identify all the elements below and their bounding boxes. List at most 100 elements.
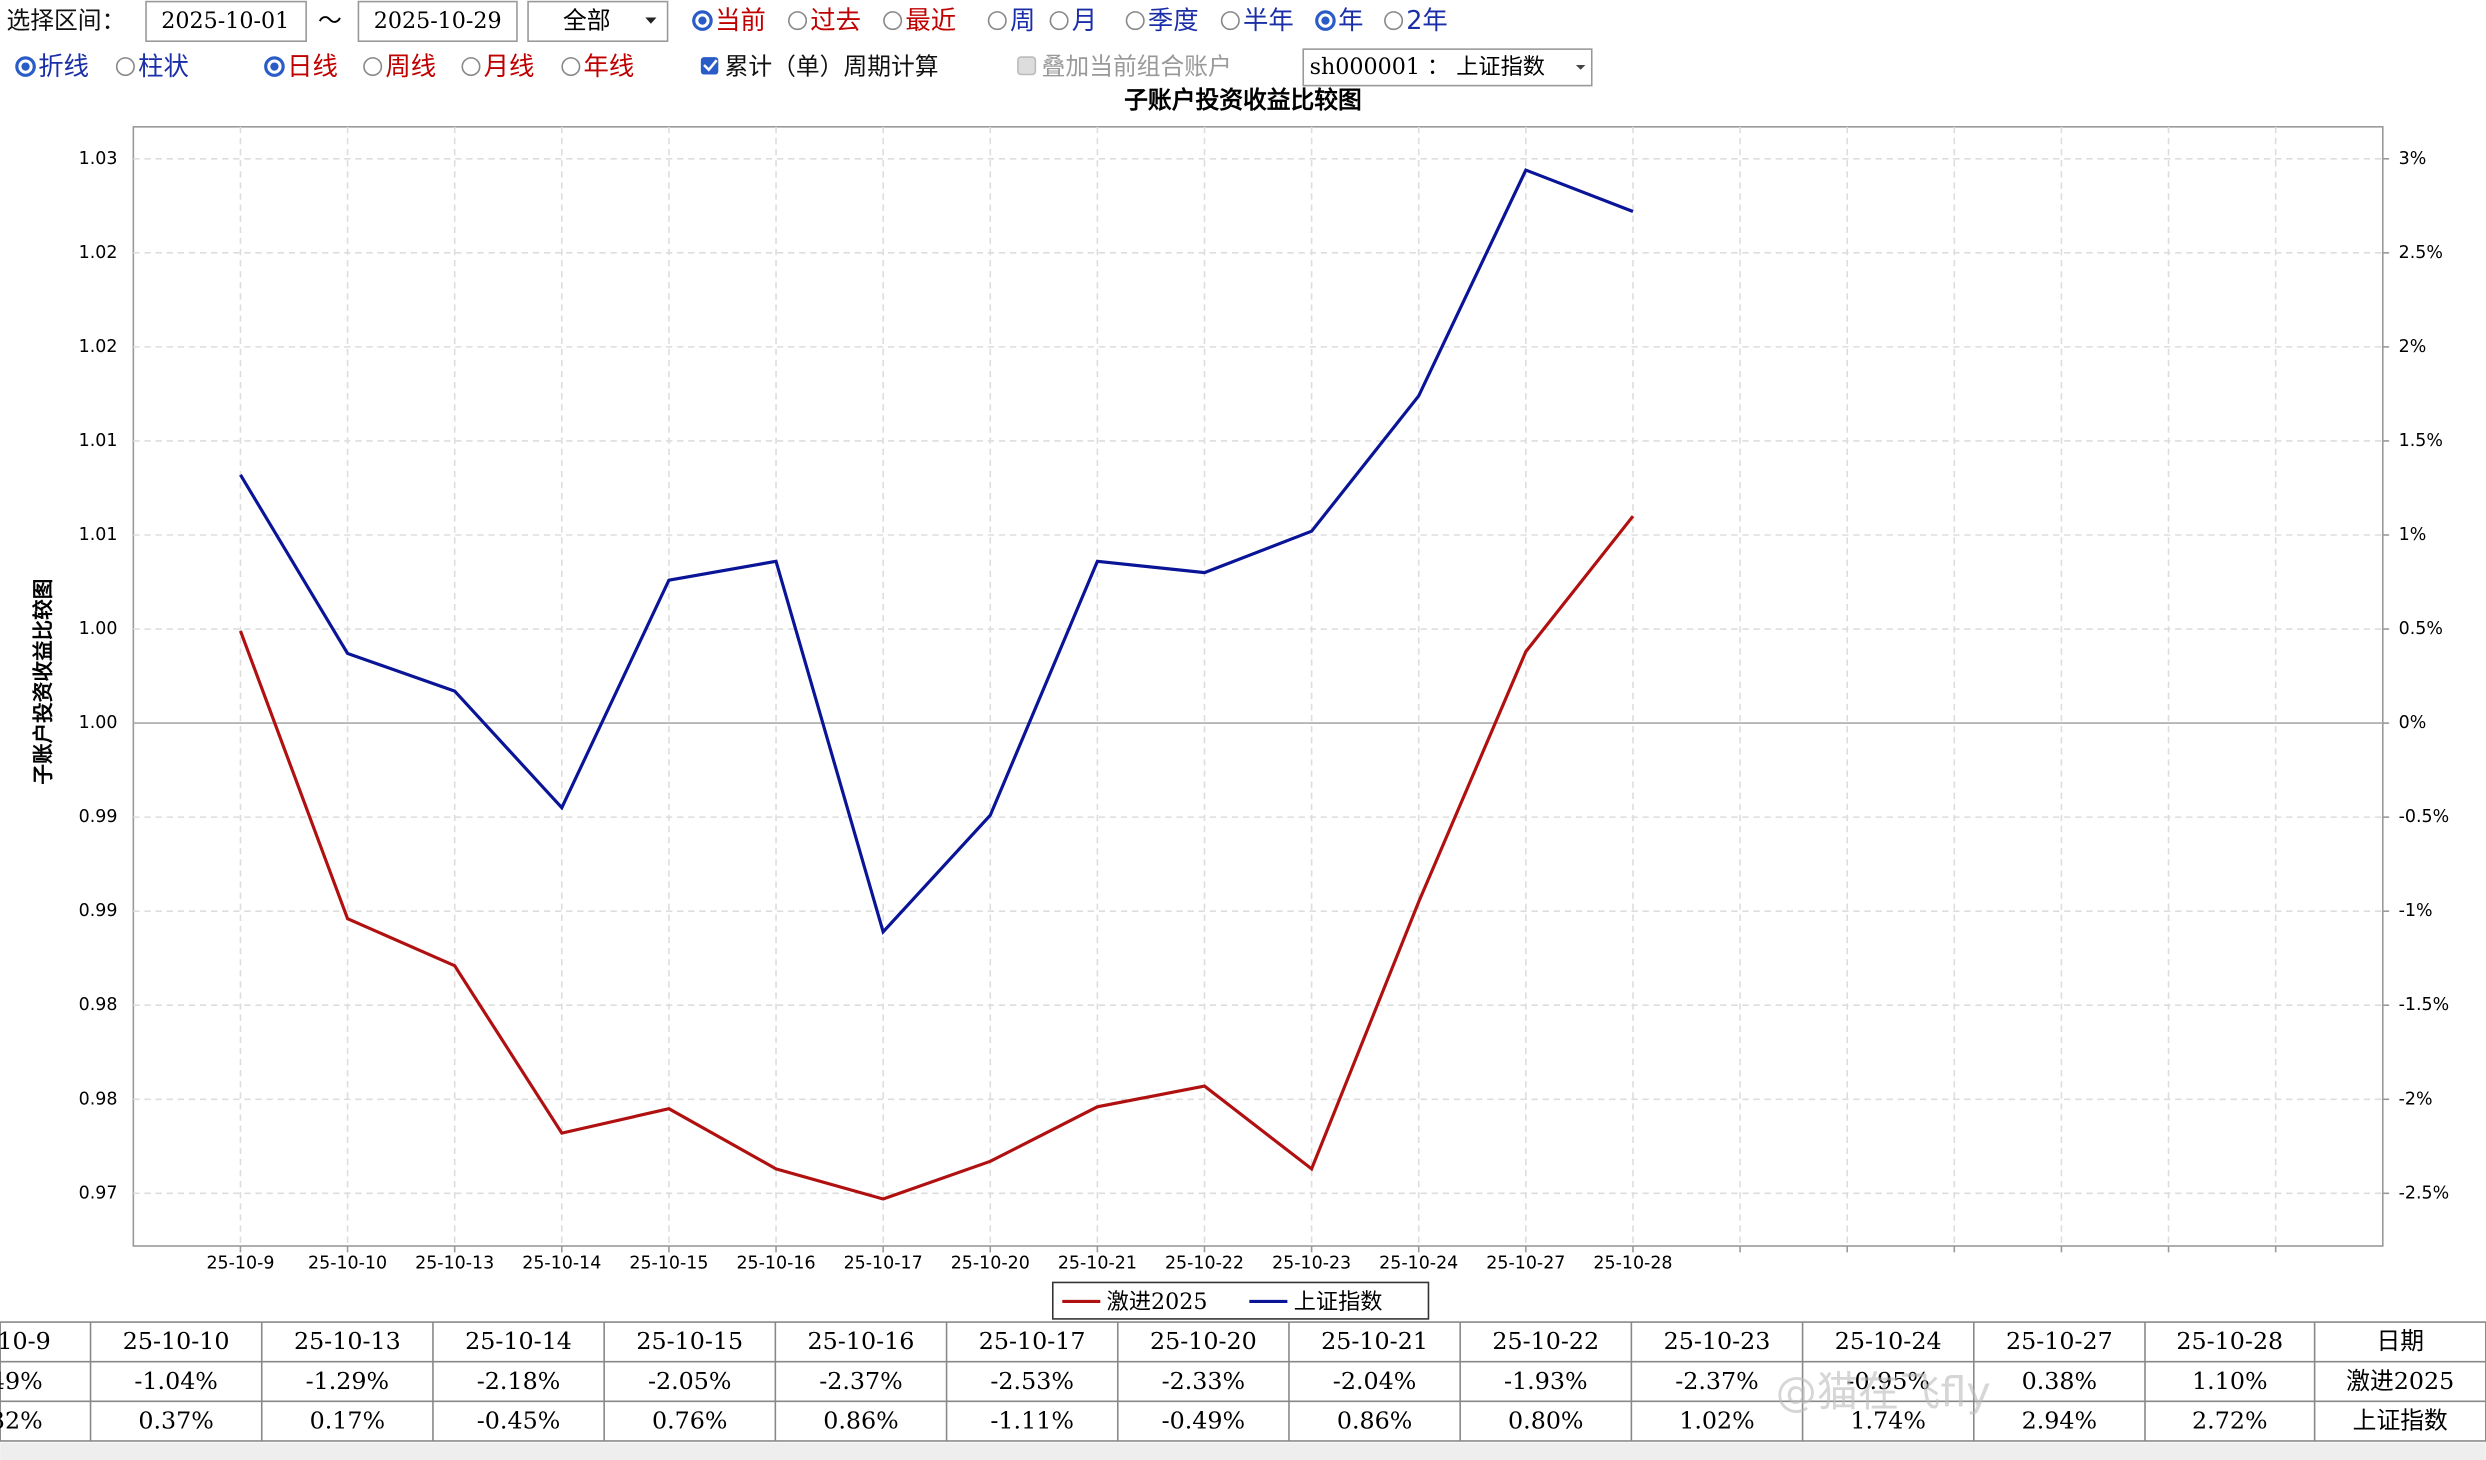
end-date-input[interactable]: [357, 0, 518, 43]
radio-button[interactable]: [1220, 11, 1240, 31]
x-tick-label: 25-10-14: [522, 1253, 601, 1273]
radio-button[interactable]: [788, 11, 808, 31]
y-tick-label: 0.97: [79, 1183, 118, 1203]
table-cell: 25-10-21: [1321, 1327, 1428, 1355]
dropdown-arrow: [645, 17, 657, 24]
radio-label[interactable]: 年线: [584, 51, 635, 81]
y-tick-label: 0.99: [79, 901, 118, 921]
table-cell: 2.72%: [2192, 1406, 2268, 1434]
radio-button[interactable]: [1384, 11, 1404, 31]
plot-area: [132, 126, 2384, 1247]
radio-dot: [698, 16, 707, 25]
radio-label[interactable]: 周线: [385, 51, 436, 81]
table-cell: 2.94%: [2022, 1406, 2098, 1434]
radio-dot: [270, 62, 279, 71]
table-cell: 25-10-15: [636, 1327, 743, 1355]
table-cell: 25-10-20: [1150, 1327, 1257, 1355]
radio-label[interactable]: 柱状: [138, 51, 189, 81]
table-cell: 0.86%: [1337, 1406, 1413, 1434]
y-tick-label: 1.01: [79, 525, 118, 545]
legend-label: 上证指数: [1294, 1289, 1383, 1315]
table-cell: 25-10-23: [1664, 1327, 1771, 1355]
checkbox-disabled: [1017, 56, 1037, 76]
y-tick-label: 0.98: [79, 1089, 118, 1109]
table-cell: 1.74%: [1850, 1406, 1926, 1434]
scope-select[interactable]: [527, 0, 669, 43]
table-cell: -2.18%: [477, 1367, 561, 1395]
y-tick-label: 1.01: [79, 431, 118, 451]
check-mark: [703, 59, 718, 72]
legend-label: 激进2025: [1107, 1289, 1208, 1315]
table-cell: 1.32%: [0, 1406, 43, 1434]
y-tick-label: 1.00: [79, 619, 118, 639]
radio-button[interactable]: [1125, 11, 1145, 31]
radio-label[interactable]: 年: [1338, 5, 1363, 35]
x-tick-label: 25-10-28: [1593, 1253, 1672, 1273]
table-cell: -1.04%: [134, 1367, 218, 1395]
y2-tick-label: 1%: [2399, 525, 2427, 545]
scope-value[interactable]: 全部: [563, 7, 611, 35]
data-table: 25-10-9 25-10-10 25-10-13 25-10-14 25-10-15 2…: [0, 1321, 2486, 1442]
index-value[interactable]: sh000001 ： 上证指数: [1310, 54, 1545, 80]
y2-tick-label: 3%: [2399, 149, 2427, 169]
table-cell: 0.37%: [138, 1406, 213, 1434]
y2-tick-label: -1%: [2399, 901, 2433, 921]
radio-button[interactable]: [883, 11, 903, 31]
radio-button[interactable]: [115, 57, 135, 77]
x-tick-label: 25-10-10: [308, 1253, 387, 1273]
table-cell: -2.33%: [1162, 1367, 1246, 1395]
y-tick-label: 1.03: [79, 149, 118, 169]
radio-label[interactable]: 月线: [484, 51, 535, 81]
y2-tick-label: 2%: [2399, 337, 2427, 357]
radio-button[interactable]: [1049, 11, 1069, 31]
radio-dot: [1321, 16, 1330, 25]
table-cell: -2.37%: [1675, 1367, 1759, 1395]
table-cell: 1.02%: [1679, 1406, 1755, 1434]
y2-tick-label: 1.5%: [2399, 431, 2443, 451]
radio-label[interactable]: 当前: [715, 5, 766, 35]
radio-button[interactable]: [461, 57, 481, 77]
radio-button[interactable]: [987, 11, 1007, 31]
y2-tick-label: 0%: [2399, 713, 2427, 733]
series-line: [239, 168, 1634, 936]
y-axis-label: 子账户投资收益比较图: [31, 579, 55, 785]
radio-label[interactable]: 月: [1072, 5, 1097, 35]
table-cell: 0.86%: [823, 1406, 899, 1434]
status-bar: [0, 1442, 2486, 1460]
radio-label[interactable]: 周: [1010, 5, 1035, 35]
radio-button[interactable]: [363, 57, 383, 77]
radio-dot: [21, 62, 30, 71]
table-cell: 激进2025: [2346, 1367, 2454, 1395]
overlay-option: 叠加当前组合账户: [1042, 53, 1232, 81]
y-tick-label: 0.99: [79, 807, 118, 827]
cumulative-option[interactable]: 累计（单）周期计算: [725, 53, 939, 81]
table-cell: 25-10-22: [1492, 1327, 1599, 1355]
y2-tick-label: -2.5%: [2399, 1183, 2450, 1203]
end-date[interactable]: 2025-10-29: [374, 8, 502, 34]
table-cell: 25-10-13: [294, 1327, 401, 1355]
start-date-input[interactable]: [145, 0, 307, 43]
radio-label[interactable]: 半年: [1243, 5, 1294, 35]
radio-label[interactable]: 季度: [1148, 5, 1199, 35]
x-tick-label: 25-10-20: [951, 1253, 1030, 1273]
radio-label[interactable]: 过去: [810, 5, 861, 35]
table-cell: 25-10-28: [2176, 1327, 2283, 1355]
y-tick-label: 0.98: [79, 995, 118, 1015]
table-cell: 日期: [2376, 1327, 2424, 1355]
radio-button[interactable]: [561, 57, 581, 77]
x-tick-label: 25-10-13: [415, 1253, 494, 1273]
checkbox-checked[interactable]: [700, 57, 719, 75]
radio-label[interactable]: 折线: [38, 51, 89, 81]
series-line: [238, 515, 1635, 1201]
radio-label[interactable]: 最近: [905, 5, 956, 35]
y2-tick-label: -0.5%: [2399, 807, 2450, 827]
y-tick-label: 1.02: [79, 243, 118, 263]
radio-label[interactable]: 日线: [287, 51, 338, 81]
range-separator: ～: [318, 7, 342, 35]
y2-tick-label: -1.5%: [2399, 995, 2450, 1015]
start-date[interactable]: 2025-10-01: [161, 8, 289, 34]
index-select[interactable]: [1302, 48, 1593, 87]
x-tick-label: 25-10-22: [1165, 1253, 1244, 1273]
radio-label[interactable]: 2年: [1406, 5, 1448, 35]
